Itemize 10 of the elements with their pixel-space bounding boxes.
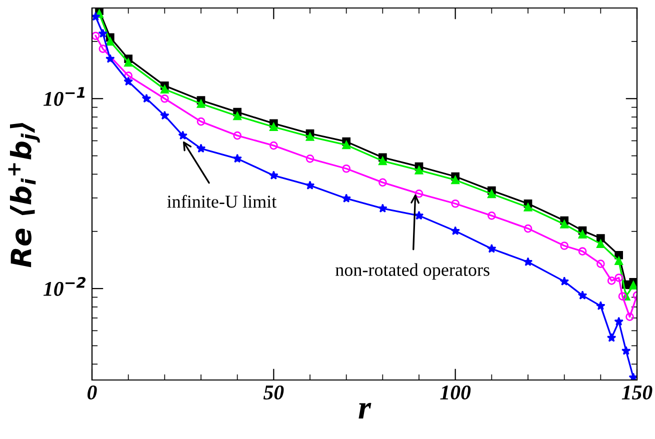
annotation: non-rotated operators <box>336 263 490 280</box>
x-tick-label: 50 <box>263 385 284 400</box>
x-tick-label: 0 <box>88 385 97 400</box>
x-axis-title: r <box>358 402 372 419</box>
x-tick-label: 100 <box>440 385 471 400</box>
y-tick-label: 10$^{−1}$ <box>43 87 85 106</box>
y-axis-title: Re ⟨b$_{i}$$^{+}$b$_{j}$⟩ <box>8 123 40 268</box>
y-tick-label: 10$^{−2}$ <box>43 276 86 296</box>
x-tick-label: 150 <box>622 385 652 400</box>
annotation: infinite-U limit <box>167 194 277 208</box>
